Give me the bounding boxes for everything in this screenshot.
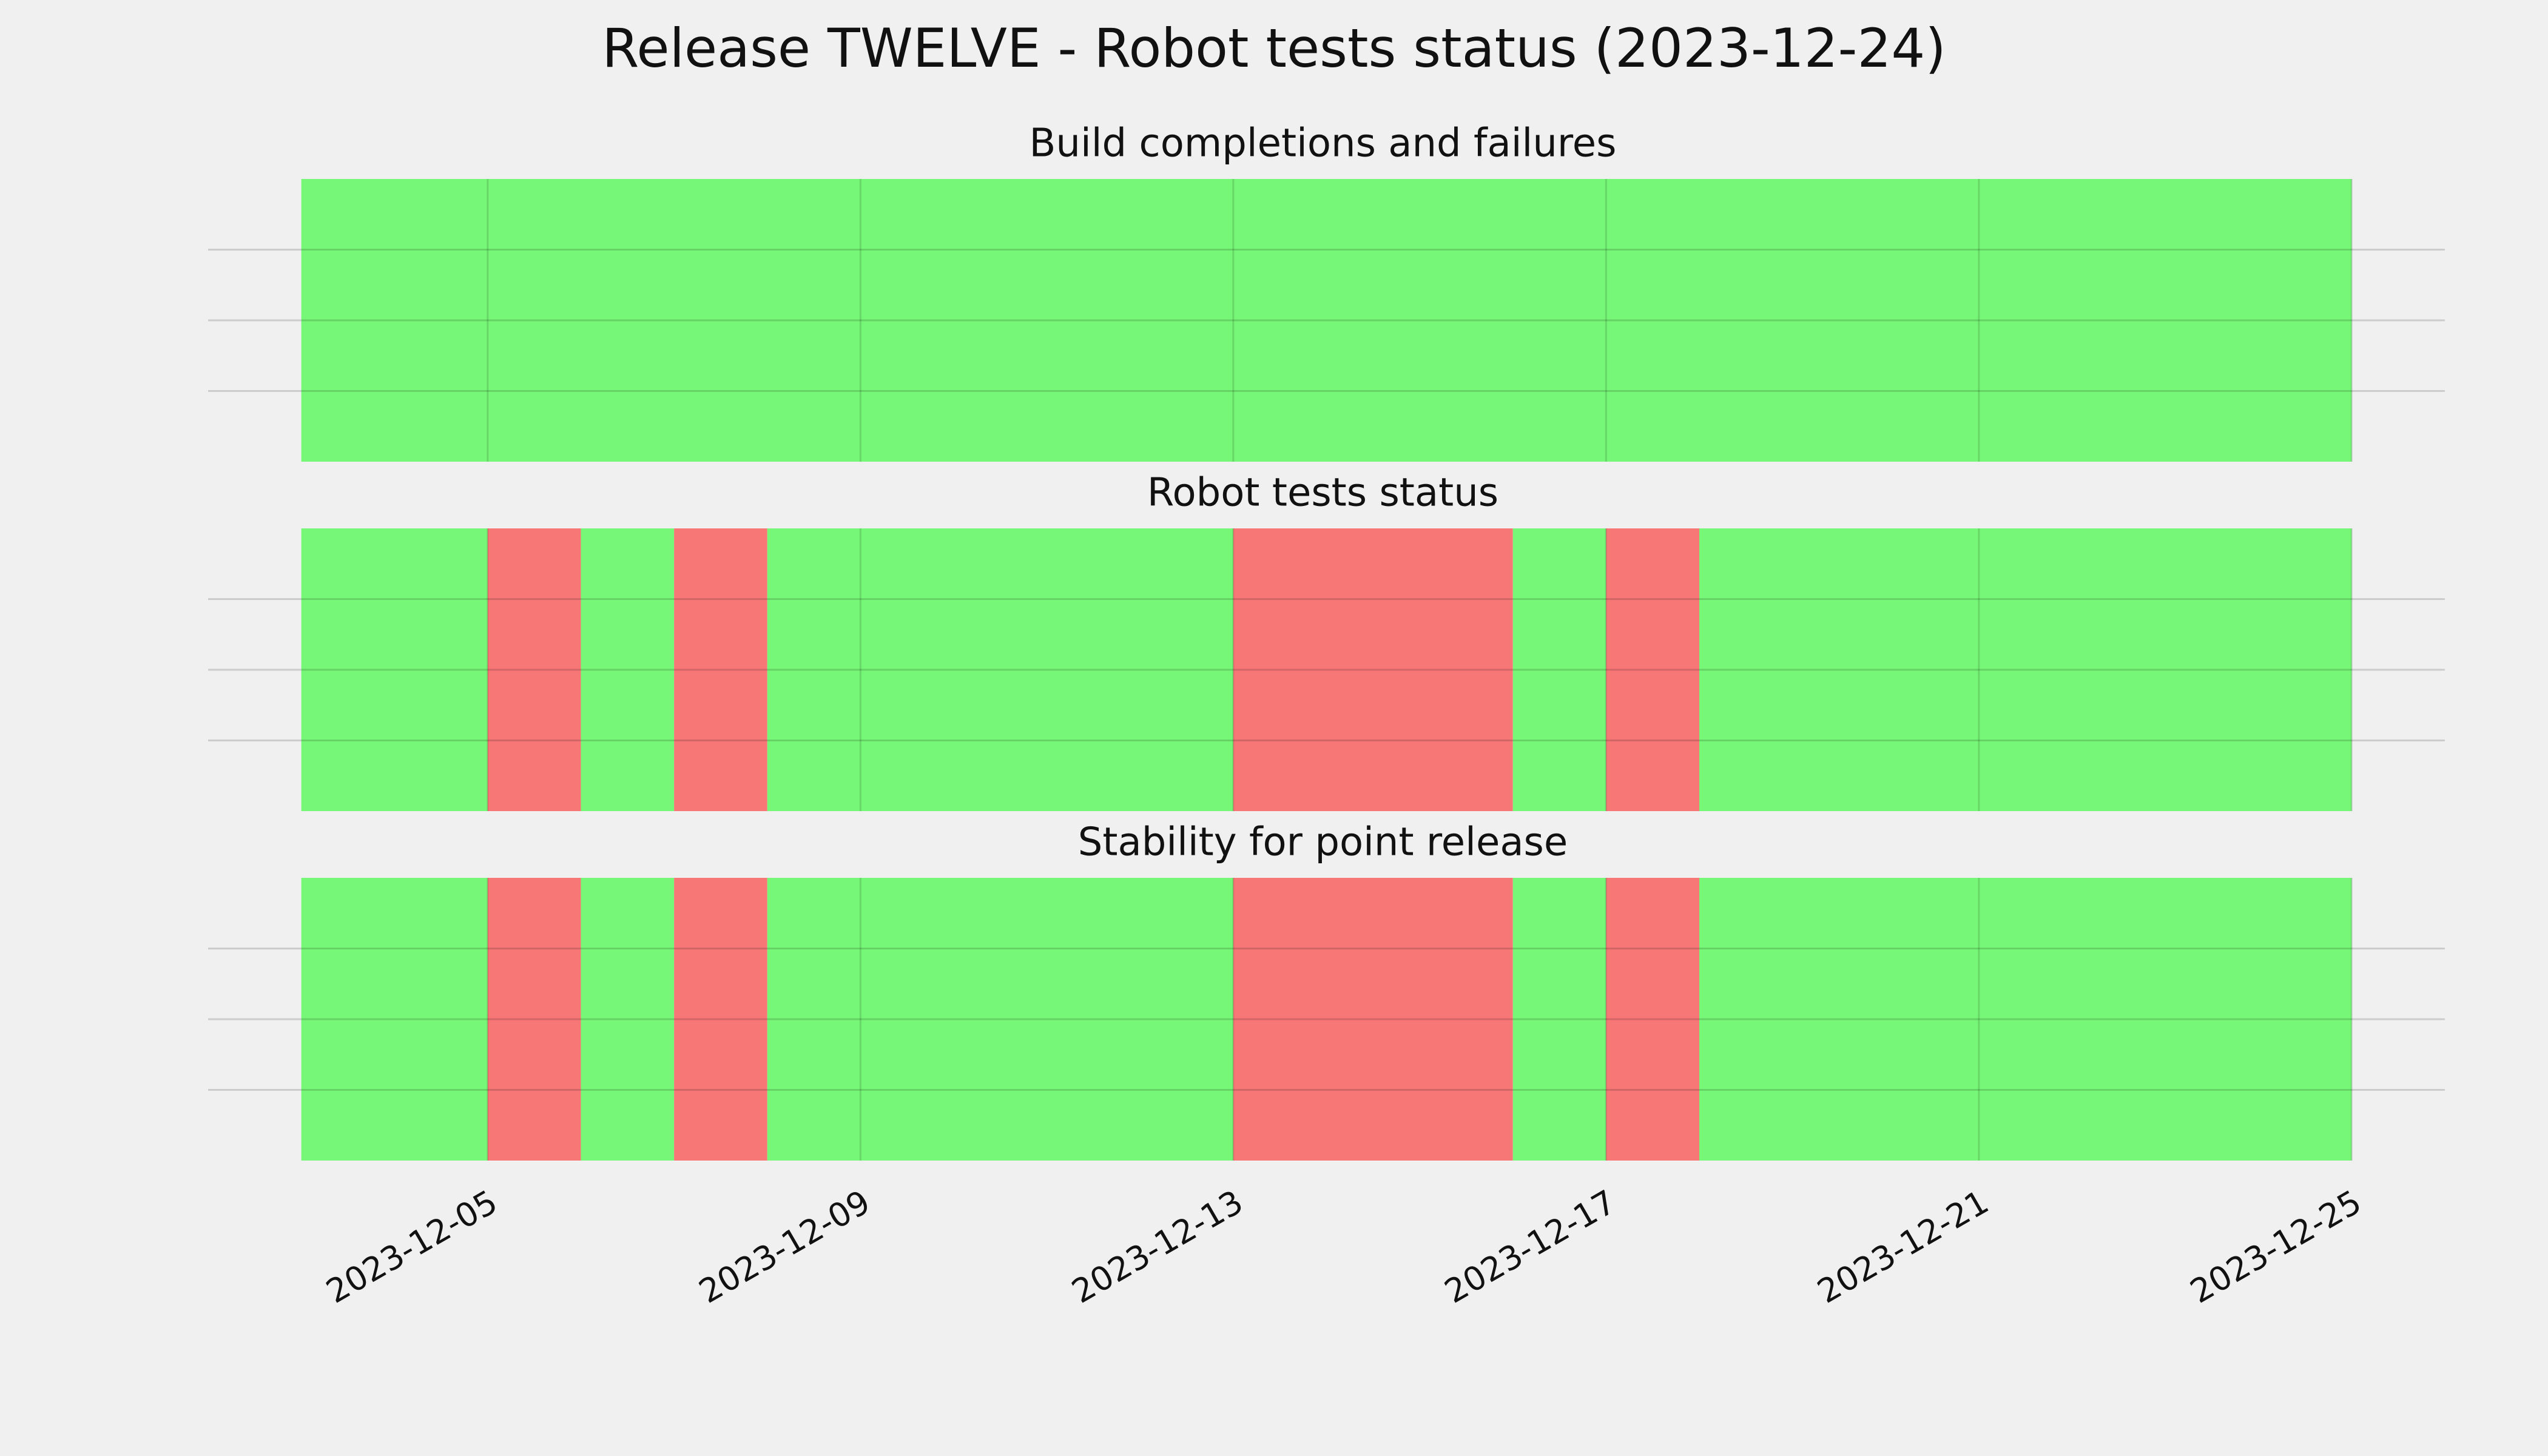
panel-title: Stability for point release <box>1078 820 1568 865</box>
chart-title: Release TWELVE - Robot tests status (202… <box>602 17 1946 79</box>
status-span <box>301 528 488 811</box>
status-span <box>487 528 581 811</box>
status-span <box>674 878 767 1161</box>
status-span <box>1606 878 1699 1161</box>
status-span <box>1512 528 1606 811</box>
status-span <box>1606 528 1699 811</box>
panel-title: Robot tests status <box>1147 471 1498 516</box>
status-span <box>1512 878 1606 1161</box>
status-span <box>581 528 675 811</box>
status-span <box>581 878 675 1161</box>
status-span <box>1699 878 2352 1161</box>
status-span <box>1233 878 1513 1161</box>
status-span <box>767 528 1233 811</box>
status-span <box>1699 528 2352 811</box>
status-span <box>301 179 2352 462</box>
status-span <box>767 878 1233 1161</box>
status-span <box>674 528 767 811</box>
status-span <box>1233 528 1513 811</box>
status-span <box>301 878 488 1161</box>
status-span <box>487 878 581 1161</box>
panel-title: Build completions and failures <box>1030 121 1617 166</box>
